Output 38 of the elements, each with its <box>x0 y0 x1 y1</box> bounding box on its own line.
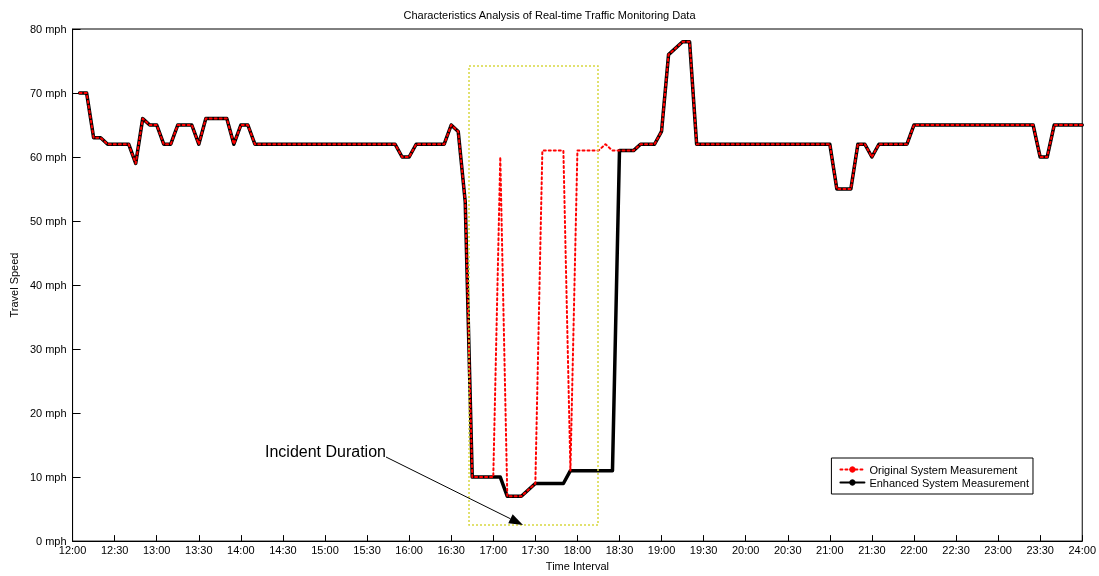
x-tick-label: 18:30 <box>605 543 634 556</box>
x-tick-label: 19:30 <box>689 543 718 556</box>
y-tick-label: 30 mph <box>29 343 67 356</box>
x-tick-label: 15:00 <box>311 543 339 556</box>
x-tick-label: 24:00 <box>1068 543 1096 556</box>
y-tick-label: 80 mph <box>29 23 67 35</box>
x-axis-title: Time Interval <box>545 559 609 572</box>
x-tick-label: 16:30 <box>437 543 465 556</box>
x-tick-label: 22:30 <box>942 543 970 556</box>
x-tick-label: 23:30 <box>1026 543 1054 556</box>
x-tick-label: 20:00 <box>731 543 760 556</box>
x-tick-label: 17:00 <box>479 543 508 556</box>
x-tick-label: 14:30 <box>269 543 297 556</box>
x-tick-label: 19:00 <box>647 543 676 556</box>
x-tick-label: 20:30 <box>773 543 802 556</box>
chart-title: Characteristics Analysis of Real-time Traffic Monitoring Data <box>403 8 697 21</box>
x-tick-label: 16:00 <box>395 543 423 556</box>
x-tick-label: 13:30 <box>185 543 213 556</box>
x-tick-label: 23:00 <box>984 543 1012 556</box>
y-tick-label: 60 mph <box>29 151 67 164</box>
legend-label: Enhanced System Measurement <box>869 476 1030 489</box>
x-tick-label: 14:00 <box>227 543 255 556</box>
y-tick-label: 50 mph <box>29 215 67 228</box>
y-tick-label: 10 mph <box>29 471 67 484</box>
y-tick-label: 20 mph <box>29 407 67 420</box>
y-tick-label: 70 mph <box>29 87 67 100</box>
x-tick-label: 21:30 <box>858 543 886 556</box>
legend-label: Original System Measurement <box>869 463 1018 476</box>
x-tick-label: 18:00 <box>563 543 592 556</box>
x-tick-label: 12:30 <box>100 543 129 556</box>
x-tick-label: 21:00 <box>816 543 844 556</box>
y-tick-label: 40 mph <box>29 279 67 292</box>
annotation: Incident Duration <box>265 443 386 461</box>
x-tick-label: 13:00 <box>142 543 171 556</box>
x-tick-label: 22:00 <box>900 543 928 556</box>
y-axis-title: Travel Speed <box>7 252 20 318</box>
x-tick-label: 15:30 <box>353 543 381 556</box>
x-tick-label: 17:30 <box>521 543 550 556</box>
